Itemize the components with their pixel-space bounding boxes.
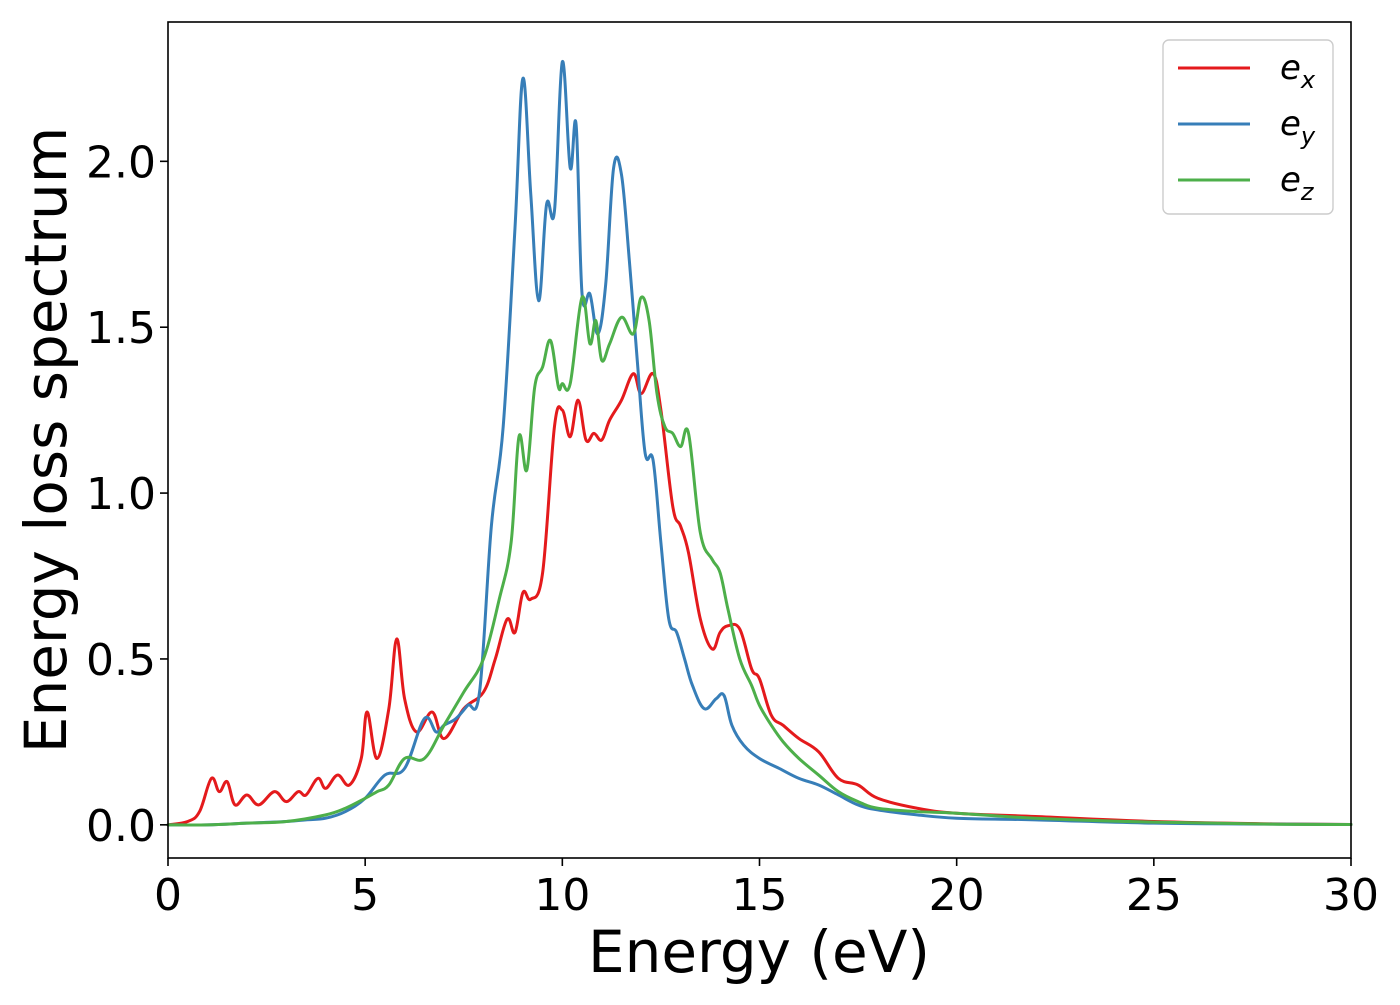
y-tick-label: 0.5 <box>86 635 156 686</box>
x-tick-label: 15 <box>732 870 788 921</box>
x-tick-label: 10 <box>534 870 590 921</box>
series-line-z <box>166 295 1353 827</box>
legend-label-subscript: z <box>1300 178 1315 206</box>
y-tick-label: 1.5 <box>86 303 156 354</box>
y-axis-ticks: 0.0 0.5 1.0 1.5 2.0 <box>86 137 168 852</box>
legend-label-subscript: y <box>1300 122 1316 150</box>
legend-box <box>1162 39 1334 215</box>
x-tick-label: 0 <box>154 870 182 921</box>
x-tick-label: 5 <box>351 870 379 921</box>
series-line-y <box>166 60 1353 827</box>
x-tick-label: 20 <box>929 870 985 921</box>
legend-label-z: ez <box>1280 160 1315 206</box>
x-axis-label: Energy (eV) <box>588 918 930 986</box>
legend-label-base: e <box>1280 104 1301 144</box>
y-axis-label: Energy loss spectrum <box>12 127 80 753</box>
x-axis-ticks: 0 5 10 15 20 25 30 <box>154 858 1379 921</box>
y-tick-label: 0.0 <box>86 801 156 852</box>
x-tick-label: 30 <box>1323 870 1379 921</box>
legend-label-base: e <box>1280 160 1301 200</box>
y-tick-label: 1.0 <box>86 469 156 520</box>
legend-label-subscript: x <box>1300 66 1316 94</box>
legend-label-x: ex <box>1280 48 1316 94</box>
series-line-x <box>166 372 1353 827</box>
legend-label-y: ey <box>1280 104 1316 150</box>
y-tick-label: 2.0 <box>86 137 156 188</box>
x-tick-label: 25 <box>1126 870 1182 921</box>
legend-label-base: e <box>1280 48 1301 88</box>
series-layer <box>166 60 1353 827</box>
